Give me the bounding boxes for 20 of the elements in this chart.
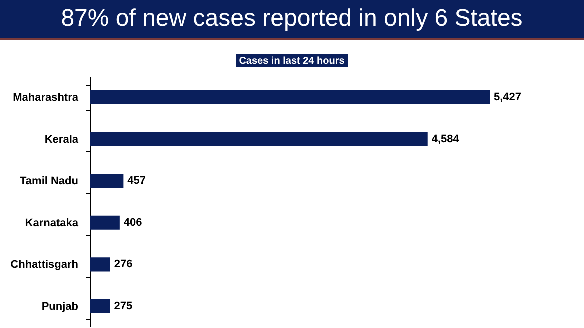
data-label: 276	[114, 258, 133, 271]
bar	[90, 90, 490, 105]
data-label: 457	[128, 175, 146, 188]
y-tick-label: Maharashtra	[13, 92, 80, 104]
data-label: 406	[124, 216, 142, 229]
y-tick-label: Kerala	[44, 134, 80, 146]
bar	[90, 216, 120, 230]
data-label: 5,427	[494, 91, 522, 104]
chart-title: 87% of new cases reported in only 6 States	[0, 0, 584, 40]
bar	[90, 132, 428, 146]
y-tick-label: Punjab	[42, 301, 79, 314]
y-tick-label: Tamil Nadu	[20, 176, 78, 188]
bar	[90, 299, 110, 314]
data-label: 4,584	[432, 133, 460, 146]
y-tick-label: Chhattisgarh	[10, 259, 79, 272]
bar	[90, 258, 110, 272]
data-label: 275	[114, 300, 133, 313]
bar	[90, 174, 124, 188]
y-tick-label: Karnataka	[25, 217, 80, 230]
chart-subtitle: Cases in last 24 hours	[236, 54, 348, 69]
